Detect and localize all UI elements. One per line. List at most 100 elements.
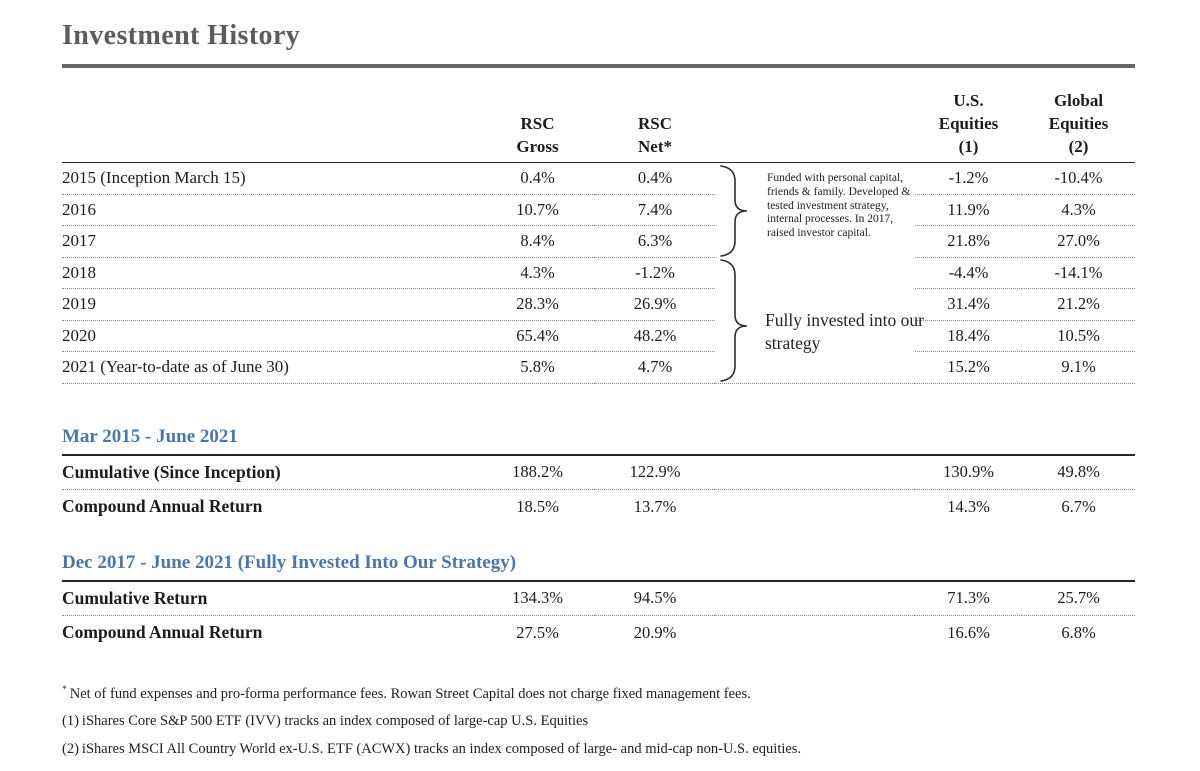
rsc-gross-value: 28.3% bbox=[480, 289, 595, 321]
year-label: 2021 (Year-to-date as of June 30) bbox=[62, 352, 480, 384]
header-spacer bbox=[62, 158, 480, 162]
rsc-gross-value: 5.8% bbox=[480, 352, 595, 384]
summary-section-fully-invested: Dec 2017 - June 2021 (Fully Invested Int… bbox=[62, 552, 1135, 650]
summary-row: Cumulative Return 134.3% 94.5% 71.3% 25.… bbox=[62, 582, 1135, 616]
header-line: Global bbox=[1053, 91, 1104, 110]
summary-table: Cumulative Return 134.3% 94.5% 71.3% 25.… bbox=[62, 579, 1135, 650]
year-label: 2015 (Inception March 15) bbox=[62, 163, 480, 195]
footnote-text: iShares Core S&P 500 ETF (IVV) tracks an… bbox=[81, 713, 589, 730]
footnote-net-fees: * Net of fund expenses and pro-forma perf… bbox=[62, 682, 1135, 703]
annotation-spacer bbox=[715, 616, 915, 650]
page-content: Investment History RSC Gross RSC Net* U.… bbox=[62, 0, 1135, 769]
us-equities-value: 31.4% bbox=[915, 289, 1022, 321]
annotation-fully-invested: Fully invested into our strategy bbox=[765, 310, 924, 353]
global-equities-value: 25.7% bbox=[1022, 582, 1135, 616]
year-label: 2019 bbox=[62, 289, 480, 321]
global-equities-value: -14.1% bbox=[1022, 258, 1135, 289]
header-line: Net* bbox=[638, 137, 672, 156]
annotations-overlay: Funded with personal capital, friends & … bbox=[715, 163, 924, 385]
global-equities-value: 21.2% bbox=[1022, 289, 1135, 321]
rsc-net-value: -1.2% bbox=[595, 258, 715, 289]
global-equities-value: 49.8% bbox=[1022, 456, 1135, 490]
summary-row: Cumulative (Since Inception) 188.2% 122.… bbox=[62, 456, 1135, 490]
section-heading: Mar 2015 - June 2021 bbox=[62, 425, 238, 447]
metric-label: Compound Annual Return bbox=[62, 496, 263, 516]
table-row: 2016 10.7% 7.4% 11.9% 4.3% bbox=[62, 195, 1135, 226]
header-line: Gross bbox=[516, 137, 559, 156]
footnote-marker: (2) bbox=[62, 741, 79, 758]
rsc-net-value: 6.3% bbox=[595, 226, 715, 258]
table-row: 2017 8.4% 6.3% 21.8% 27.0% bbox=[62, 226, 1135, 258]
rsc-net-value: 26.9% bbox=[595, 289, 715, 321]
us-equities-value: 14.3% bbox=[947, 496, 990, 516]
summary-section-since-inception: Mar 2015 - June 2021 Cumulative (Since I… bbox=[62, 426, 1135, 524]
column-header-global-equities: Global Equities (2) bbox=[1022, 89, 1135, 162]
table-row: 2019 28.3% 26.9% 31.4% 21.2% bbox=[62, 289, 1135, 321]
rsc-gross-value: 65.4% bbox=[480, 321, 595, 352]
rsc-net-value: 48.2% bbox=[595, 321, 715, 352]
annual-returns-table: RSC Gross RSC Net* U.S. Equities (1) Glo… bbox=[62, 68, 1135, 384]
year-label: 2018 bbox=[62, 258, 480, 289]
brace-fully-invested-icon bbox=[720, 259, 748, 382]
page-title: Investment History bbox=[62, 20, 301, 51]
global-equities-value: 9.1% bbox=[1022, 352, 1135, 384]
rsc-gross-value: 10.7% bbox=[480, 195, 595, 226]
footnote-global-benchmark: (2) iShares MSCI All Country World ex-U.S… bbox=[62, 741, 1135, 758]
footnote-us-benchmark: (1) iShares Core S&P 500 ETF (IVV) tracks… bbox=[62, 713, 1135, 730]
header-spacer-annotation bbox=[715, 158, 915, 162]
header-line: Equities bbox=[1048, 114, 1109, 133]
year-label: 2016 bbox=[62, 195, 480, 226]
rsc-gross-value: 134.3% bbox=[480, 582, 595, 616]
us-equities-value: 18.4% bbox=[915, 321, 1022, 352]
global-equities-value: -10.4% bbox=[1022, 163, 1135, 195]
footnote-marker: * bbox=[62, 684, 67, 695]
column-header-us-equities: U.S. Equities (1) bbox=[915, 89, 1022, 162]
rsc-gross-value: 8.4% bbox=[480, 226, 595, 258]
global-equities-value: 6.8% bbox=[1061, 622, 1096, 642]
us-equities-value: 71.3% bbox=[915, 582, 1022, 616]
us-equities-value: 16.6% bbox=[947, 622, 990, 642]
header-line: RSC bbox=[520, 114, 555, 133]
column-header-rsc-gross: RSC Gross bbox=[480, 112, 595, 162]
curly-braces-icon bbox=[720, 165, 748, 382]
footnote-marker: (1) bbox=[62, 713, 79, 730]
us-equities-value: -4.4% bbox=[915, 258, 1022, 289]
annotation-spacer bbox=[715, 490, 915, 524]
table-row: 2015 (Inception March 15) 0.4% 0.4% -1.2… bbox=[62, 163, 1135, 195]
us-equities-value: 11.9% bbox=[915, 195, 1022, 226]
annotation-spacer bbox=[715, 456, 915, 490]
rsc-net-value: 7.4% bbox=[595, 195, 715, 226]
header-line: (1) bbox=[958, 137, 979, 156]
annotation-spacer bbox=[715, 352, 915, 384]
annotation-spacer bbox=[715, 582, 915, 616]
global-equities-value: 4.3% bbox=[1022, 195, 1135, 226]
header-line: Equities bbox=[938, 114, 999, 133]
rsc-net-value: 122.9% bbox=[595, 456, 715, 490]
rsc-net-value: 4.7% bbox=[595, 352, 715, 384]
us-equities-value: 130.9% bbox=[915, 456, 1022, 490]
header-line: RSC bbox=[637, 114, 672, 133]
global-equities-value: 27.0% bbox=[1022, 226, 1135, 258]
table-row: 2021 (Year-to-date as of June 30) 5.8% 4… bbox=[62, 352, 1135, 384]
header-line: U.S. bbox=[953, 91, 984, 110]
rsc-net-value: 94.5% bbox=[595, 582, 715, 616]
footnote-text: Net of fund expenses and pro-forma perfo… bbox=[69, 685, 751, 702]
rsc-gross-value: 0.4% bbox=[480, 163, 595, 195]
title-divider bbox=[62, 64, 1135, 68]
metric-label: Cumulative Return bbox=[62, 582, 480, 616]
rsc-gross-value: 188.2% bbox=[480, 456, 595, 490]
rsc-net-value: 13.7% bbox=[633, 496, 677, 516]
rsc-gross-value: 27.5% bbox=[516, 622, 559, 642]
us-equities-value: 21.8% bbox=[915, 226, 1022, 258]
header-line: (2) bbox=[1068, 137, 1089, 156]
rsc-gross-value: 4.3% bbox=[480, 258, 595, 289]
footnotes: * Net of fund expenses and pro-forma perf… bbox=[62, 682, 1135, 759]
table-header-row: RSC Gross RSC Net* U.S. Equities (1) Glo… bbox=[62, 68, 1135, 163]
us-equities-value: -1.2% bbox=[915, 163, 1022, 195]
footnote-text: iShares MSCI All Country World ex-U.S. E… bbox=[81, 741, 802, 758]
us-equities-value: 15.2% bbox=[915, 352, 1022, 384]
global-equities-value: 10.5% bbox=[1022, 321, 1135, 352]
summary-row: Compound Annual Return 18.5% 13.7% 14.3%… bbox=[62, 490, 1135, 524]
metric-label: Cumulative (Since Inception) bbox=[62, 456, 480, 490]
